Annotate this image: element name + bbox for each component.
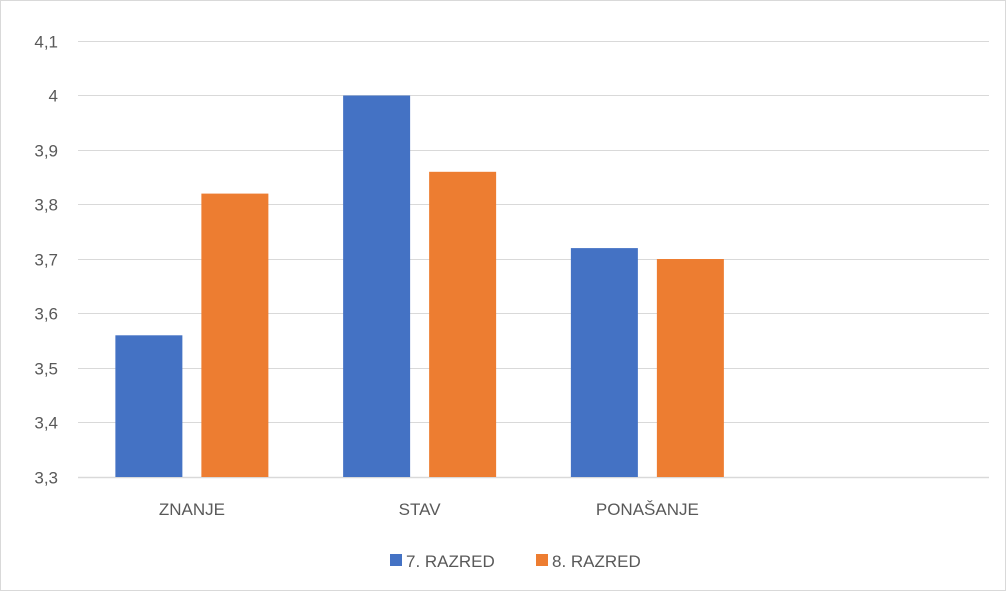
y-tick-label: 3,9 — [34, 142, 58, 161]
x-category-label: STAV — [399, 500, 442, 519]
x-axis-category-labels: ZNANJE STAV PONAŠANJE — [159, 500, 699, 519]
y-tick-label: 3,6 — [34, 305, 58, 324]
legend-label: 7. RAZRED — [406, 552, 495, 571]
y-tick-label: 4,1 — [34, 33, 58, 52]
bar-7-razred-stav — [343, 95, 411, 477]
bar-8-razred-stav — [429, 171, 497, 478]
y-tick-label: 3,4 — [34, 414, 58, 433]
y-tick-label: 3,7 — [34, 251, 58, 270]
bars — [115, 95, 724, 478]
bar-7-razred-ponašanje — [570, 248, 638, 477]
y-tick-label: 3,5 — [34, 360, 58, 379]
bar-8-razred-znanje — [201, 193, 269, 477]
legend-swatch — [536, 554, 548, 566]
legend: 7. RAZRED 8. RAZRED — [390, 552, 641, 571]
bar-8-razred-ponašanje — [656, 259, 724, 477]
y-tick-label: 3,8 — [34, 196, 58, 215]
y-tick-label: 4 — [49, 87, 58, 106]
legend-swatch — [390, 554, 402, 566]
legend-label: 8. RAZRED — [552, 552, 641, 571]
x-category-label: ZNANJE — [159, 500, 225, 519]
x-category-label: PONAŠANJE — [596, 500, 699, 519]
y-tick-label: 3,3 — [34, 469, 58, 488]
bar-7-razred-znanje — [115, 335, 183, 477]
y-axis-tick-labels: 3,3 3,4 3,5 3,6 3,7 3,8 3,9 4 4,1 — [34, 33, 58, 488]
